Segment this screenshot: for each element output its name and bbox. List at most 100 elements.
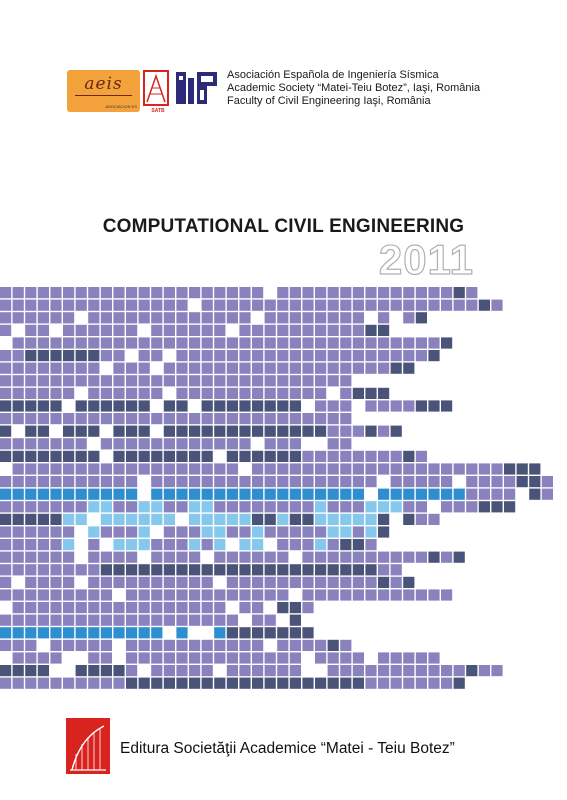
mosaic-tile <box>327 350 339 362</box>
mosaic-tile <box>88 614 100 626</box>
mosaic-tile <box>390 652 402 664</box>
mosaic-tile <box>50 350 62 362</box>
mosaic-tile <box>63 488 75 500</box>
mosaic-tile <box>327 337 339 349</box>
mosaic-tile <box>428 463 440 475</box>
mosaic-tile <box>327 299 339 311</box>
mosaic-tile <box>289 400 301 412</box>
mosaic-tile <box>378 513 390 525</box>
mosaic-tile <box>403 476 415 488</box>
mosaic-tile <box>113 312 125 324</box>
mosaic-tile <box>315 677 327 689</box>
mosaic-tile <box>201 337 213 349</box>
mosaic-tile <box>88 387 100 399</box>
mosaic-tile <box>25 576 37 588</box>
mosaic-tile <box>138 337 150 349</box>
mosaic-tile <box>201 488 213 500</box>
mosaic-tile <box>163 413 175 425</box>
mosaic-tile <box>365 287 377 299</box>
mosaic-tile <box>252 526 264 538</box>
mosaic-tile <box>277 488 289 500</box>
mosaic-tile <box>25 501 37 513</box>
mosaic-tile <box>453 665 465 677</box>
mosaic-tile <box>264 450 276 462</box>
mosaic-tile <box>315 337 327 349</box>
mosaic-tile <box>302 299 314 311</box>
mosaic-tile <box>0 287 12 299</box>
mosaic-tile <box>113 450 125 462</box>
mosaic-tile <box>491 463 503 475</box>
mosaic-tile <box>176 375 188 387</box>
mosaic-tile <box>428 299 440 311</box>
mosaic-tile <box>126 627 138 639</box>
mosaic-tile <box>0 539 12 551</box>
mosaic-tile <box>50 299 62 311</box>
mosaic-tile <box>176 677 188 689</box>
mosaic-tile <box>378 463 390 475</box>
mosaic-tile <box>365 350 377 362</box>
mosaic-tile <box>163 539 175 551</box>
mosaic-tile <box>340 526 352 538</box>
mosaic-tile <box>151 324 163 336</box>
mosaic-tile <box>138 639 150 651</box>
mosaic-tile <box>151 639 163 651</box>
mosaic-tile <box>63 375 75 387</box>
mosaic-tile <box>415 312 427 324</box>
mosaic-tile <box>289 287 301 299</box>
mosaic-tile <box>390 564 402 576</box>
mosaic-tile <box>378 350 390 362</box>
mosaic-tile <box>50 488 62 500</box>
mosaic-tile <box>113 526 125 538</box>
mosaic-tile <box>12 526 24 538</box>
mosaic-tile <box>403 551 415 563</box>
mosaic-tile <box>302 488 314 500</box>
mosaic-tile <box>252 287 264 299</box>
mosaic-tile <box>176 350 188 362</box>
mosaic-tile <box>315 375 327 387</box>
mosaic-tile <box>163 324 175 336</box>
mosaic-tile <box>491 665 503 677</box>
mosaic-tile <box>214 362 226 374</box>
mosaic-tile <box>378 564 390 576</box>
mosaic-tile <box>0 513 12 525</box>
mosaic-tile <box>113 665 125 677</box>
mosaic-tile <box>214 589 226 601</box>
mosaic-tile <box>126 413 138 425</box>
mosaic-tile <box>453 463 465 475</box>
mosaic-tile <box>201 652 213 664</box>
mosaic-tile <box>289 539 301 551</box>
mosaic-tile <box>441 488 453 500</box>
mosaic-tile <box>403 665 415 677</box>
mosaic-tile <box>63 564 75 576</box>
mosaic-tile <box>415 513 427 525</box>
mosaic-tile <box>327 312 339 324</box>
mosaic-tile <box>151 665 163 677</box>
mosaic-tile <box>75 438 87 450</box>
mosaic-tile <box>151 539 163 551</box>
mosaic-tile <box>403 576 415 588</box>
mosaic-tile <box>113 299 125 311</box>
mosaic-tile <box>126 614 138 626</box>
mosaic-tile <box>25 639 37 651</box>
mosaic-tile <box>151 614 163 626</box>
mosaic-tile <box>378 665 390 677</box>
mosaic-tile <box>239 362 251 374</box>
mosaic-tile <box>327 501 339 513</box>
mosaic-tile <box>352 652 364 664</box>
mosaic-tile <box>201 387 213 399</box>
mosaic-tile <box>189 513 201 525</box>
mosaic-tile <box>327 564 339 576</box>
mosaic-tile <box>264 362 276 374</box>
mosaic-tile <box>0 627 12 639</box>
mosaic-tile <box>12 488 24 500</box>
mosaic-tile <box>25 337 37 349</box>
mosaic-tile <box>226 677 238 689</box>
mosaic-tile <box>340 501 352 513</box>
mosaic-tile <box>214 287 226 299</box>
mosaic-tile <box>340 375 352 387</box>
mosaic-tile <box>138 677 150 689</box>
mosaic-tile <box>37 627 49 639</box>
mosaic-tile <box>189 564 201 576</box>
mosaic-tile <box>289 337 301 349</box>
mosaic-tile <box>189 362 201 374</box>
